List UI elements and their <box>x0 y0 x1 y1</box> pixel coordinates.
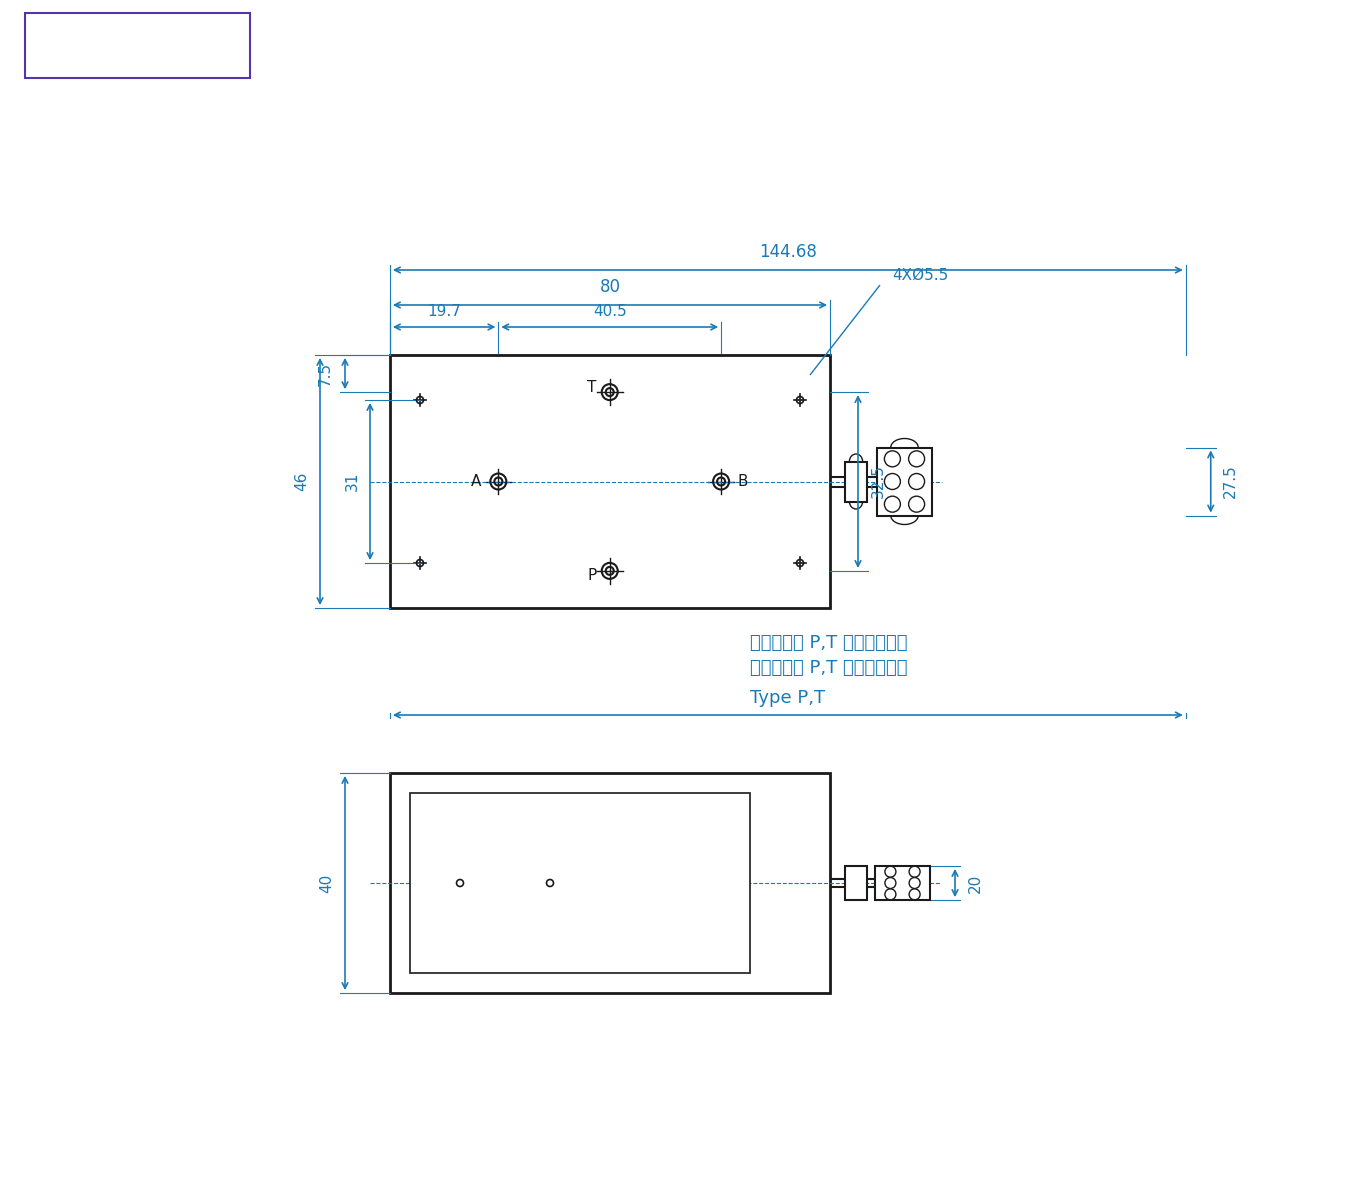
Text: 40.5: 40.5 <box>593 304 626 320</box>
Text: 40: 40 <box>320 873 335 892</box>
Text: T: T <box>587 380 597 394</box>
Text: 80: 80 <box>599 278 621 296</box>
Bar <box>391 355 830 608</box>
Bar <box>877 448 932 516</box>
Text: B: B <box>738 474 749 489</box>
Text: 144.68: 144.68 <box>759 244 816 261</box>
Text: P: P <box>587 568 597 583</box>
Text: 20: 20 <box>967 873 983 892</box>
Text: A: A <box>471 474 481 489</box>
Text: 逆時針轉動 P,T 孔的流量增加: 逆時針轉動 P,T 孔的流量增加 <box>750 634 907 652</box>
Text: 4XØ5.5: 4XØ5.5 <box>892 267 948 283</box>
Text: 順時針轉動 P,T 孔的流量減少: 順時針轉動 P,T 孔的流量減少 <box>750 659 907 677</box>
Bar <box>845 461 866 501</box>
Bar <box>845 866 866 901</box>
Text: 27.5: 27.5 <box>1223 465 1238 499</box>
Text: 7.5: 7.5 <box>317 361 332 386</box>
Bar <box>391 773 830 993</box>
Text: 31: 31 <box>344 472 359 491</box>
Text: 19.7: 19.7 <box>427 304 461 320</box>
Text: 46: 46 <box>294 472 309 491</box>
Text: MT-02-P.T: MT-02-P.T <box>41 29 235 63</box>
Text: Type P,T: Type P,T <box>750 689 826 707</box>
Bar <box>24 13 250 78</box>
Bar <box>410 794 750 973</box>
Bar <box>875 866 930 901</box>
Text: 32.5: 32.5 <box>871 465 885 499</box>
